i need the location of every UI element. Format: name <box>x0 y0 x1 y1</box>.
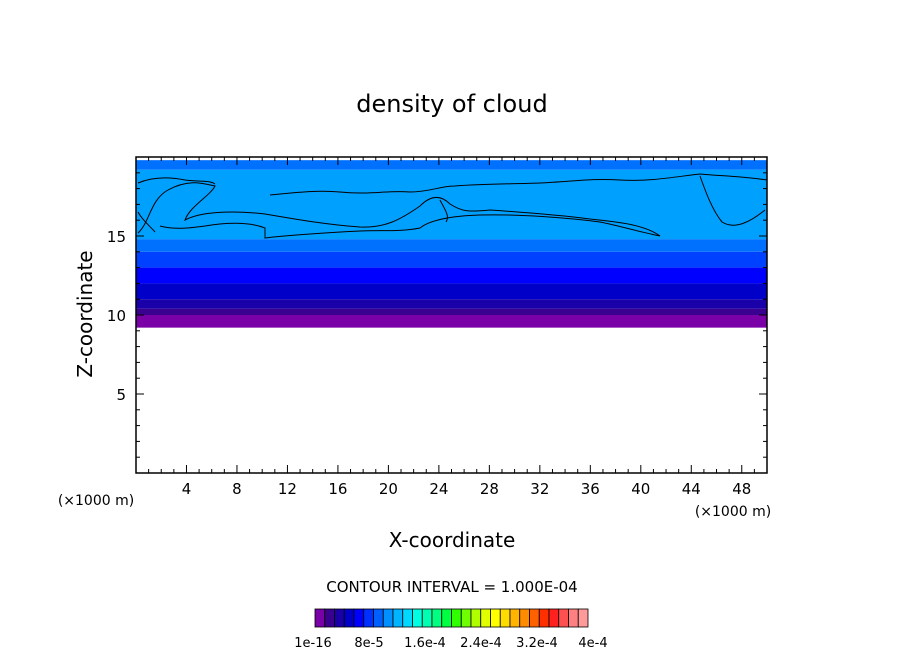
contour-band <box>136 160 767 170</box>
colorbar-swatch <box>548 608 560 628</box>
colorbar-swatch <box>460 608 472 628</box>
colorbar-swatch <box>568 608 579 628</box>
colorbar-swatch <box>314 608 326 628</box>
contour-band <box>136 283 767 300</box>
contour-line <box>137 182 661 239</box>
colorbar-swatch <box>519 608 530 628</box>
x-unit-label-right: (×1000 m) <box>695 504 771 520</box>
x-tick-label: 4 <box>182 480 192 498</box>
contour-line <box>439 199 448 223</box>
contour-lines <box>137 173 768 239</box>
x-axis-label: X-coordinate <box>389 528 516 552</box>
colorbar-swatch <box>441 608 452 628</box>
colorbar-swatch <box>343 608 355 628</box>
colorbar-swatch <box>538 608 550 628</box>
colorbar-swatch <box>558 608 569 628</box>
y-tick-label: 10 <box>107 307 126 325</box>
x-tick-label: 48 <box>732 480 751 498</box>
colorbar-swatch <box>363 608 374 628</box>
contour-band <box>136 299 767 309</box>
colorbar <box>314 608 589 628</box>
colorbar-swatch <box>421 608 433 628</box>
contour-band <box>136 308 767 315</box>
colorbar-swatch <box>490 608 501 628</box>
y-axis-label: Z-coordinate <box>73 250 97 377</box>
y-tick-label: 5 <box>116 386 126 404</box>
x-tick-label: 32 <box>530 480 549 498</box>
contour-interval-label: CONTOUR INTERVAL = 1.000E-04 <box>326 578 577 596</box>
colorbar-swatch <box>451 608 462 628</box>
colorbar-label: 1e-16 <box>294 636 332 651</box>
x-tick-label: 16 <box>328 480 347 498</box>
x-unit-label-left: (×1000 m) <box>58 493 134 509</box>
colorbar-swatch <box>324 608 335 628</box>
colorbar-label: 3.2e-4 <box>516 636 558 651</box>
colorbar-swatch <box>392 608 404 628</box>
colorbar-swatch <box>373 608 384 628</box>
colorbar-swatch <box>382 608 394 628</box>
contour-line <box>699 175 766 226</box>
contour-line <box>269 173 768 196</box>
y-tick-label: 15 <box>107 228 126 246</box>
colorbar-swatch <box>402 608 413 628</box>
contour-fill <box>136 160 767 328</box>
contour-line <box>137 211 156 233</box>
x-tick-label: 40 <box>631 480 650 498</box>
colorbar-label: 1.6e-4 <box>404 636 446 651</box>
colorbar-swatch <box>431 608 443 628</box>
colorbar-swatch <box>412 608 423 628</box>
colorbar-swatch <box>529 608 540 628</box>
colorbar-label: 8e-5 <box>354 636 383 651</box>
colorbar-swatch <box>470 608 482 628</box>
x-tick-label: 44 <box>682 480 701 498</box>
contour-line <box>137 177 216 185</box>
x-tick-label: 12 <box>278 480 297 498</box>
colorbar-label: 2.4e-4 <box>460 636 502 651</box>
colorbar-swatch <box>499 608 511 628</box>
x-tick-label: 8 <box>232 480 242 498</box>
colorbar-labels: 1e-16 8e-5 1.6e-4 2.4e-4 3.2e-4 4e-4 <box>294 636 607 651</box>
contour-band <box>136 239 767 252</box>
x-tick-label: 20 <box>379 480 398 498</box>
x-tick-label: 28 <box>480 480 499 498</box>
colorbar-swatch <box>353 608 365 628</box>
contour-band <box>136 251 767 268</box>
colorbar-swatch <box>334 608 345 628</box>
colorbar-swatch <box>480 608 491 628</box>
chart-title: density of cloud <box>356 90 547 118</box>
colorbar-swatch <box>509 608 521 628</box>
colorbar-label: 4e-4 <box>578 636 607 651</box>
x-tick-label: 36 <box>581 480 600 498</box>
contour-band <box>136 267 767 284</box>
x-tick-label: 24 <box>429 480 448 498</box>
contour-band <box>136 315 767 328</box>
colorbar-swatch <box>577 608 589 628</box>
